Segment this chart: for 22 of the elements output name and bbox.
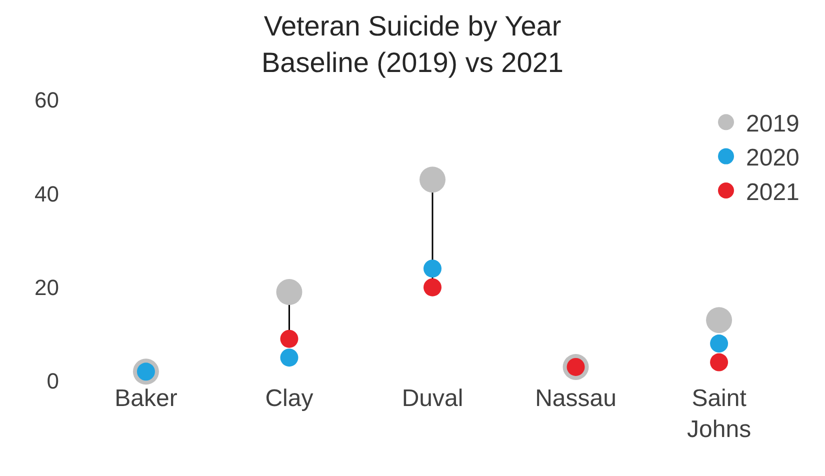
- legend-label: 2019: [746, 110, 800, 138]
- y-tick-label: 0: [46, 368, 59, 394]
- y-tick-label: 40: [34, 181, 59, 206]
- point: [420, 166, 446, 193]
- legend-label: 2020: [746, 144, 800, 172]
- point: [280, 348, 298, 367]
- x-tick-label: Saint Johns: [687, 385, 752, 444]
- point: [710, 353, 728, 372]
- x-tick-label: Baker: [114, 385, 178, 412]
- point: [424, 278, 442, 296]
- point: [280, 330, 298, 348]
- x-tick-label: Nassau: [535, 385, 616, 412]
- point: [710, 334, 728, 353]
- point: [424, 260, 442, 278]
- y-tick-label: 20: [34, 275, 59, 300]
- chart-title: Veteran Suicide by Year Baseline (2019) vs 2021: [262, 10, 564, 78]
- point: [706, 307, 732, 334]
- legend-label: 2021: [746, 178, 800, 206]
- point: [276, 279, 302, 306]
- y-tick-label: 60: [34, 88, 59, 113]
- x-tick-label: Duval: [402, 385, 464, 412]
- x-tick-label: Clay: [265, 385, 314, 412]
